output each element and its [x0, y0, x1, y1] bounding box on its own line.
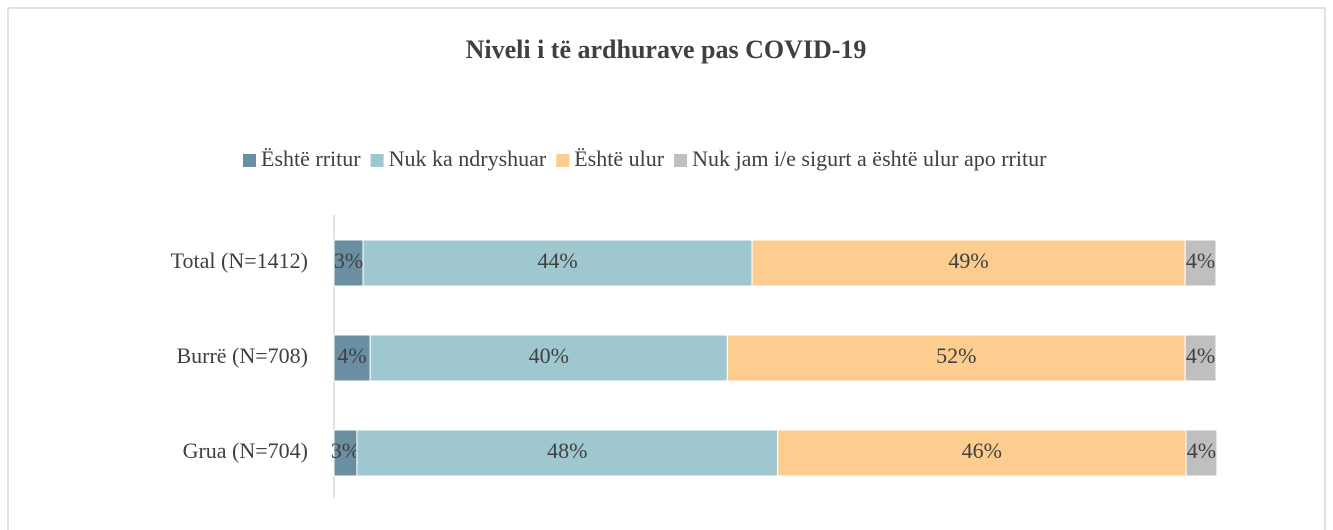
y-tick-label: Total (N=1412) [171, 248, 308, 273]
y-tick-label: Grua (N=704) [183, 438, 308, 463]
bar-segment [726, 334, 1186, 382]
legend-label: Nuk jam i/e sigurt a është ulur apo rrit… [692, 146, 1047, 171]
bar-segment [751, 239, 1186, 287]
legend-swatch [556, 154, 570, 167]
data-label: 3% [334, 248, 363, 273]
bar-segment [1184, 239, 1217, 287]
data-label: 52% [936, 343, 976, 368]
bar-segment [356, 429, 779, 477]
data-label: 46% [962, 438, 1002, 463]
legend-swatch [370, 154, 384, 167]
chart-title: Niveli i të ardhurave pas COVID-19 [466, 35, 867, 64]
data-label: 40% [529, 343, 569, 368]
bar-segment [1184, 334, 1217, 382]
legend-label: Nuk ka ndryshuar [389, 146, 547, 171]
bar-segment [333, 239, 364, 287]
data-label: 44% [537, 248, 577, 273]
data-label: 4% [1186, 343, 1215, 368]
legend-swatch [674, 154, 688, 167]
data-label: 4% [1186, 248, 1215, 273]
data-label: 4% [1187, 438, 1216, 463]
bar-segment [333, 334, 371, 382]
data-label: 4% [337, 343, 366, 368]
data-label: 48% [547, 438, 587, 463]
data-label: 3% [331, 438, 360, 463]
bar-segment [1185, 429, 1218, 477]
legend-label: Është rritur [261, 146, 361, 171]
bar-segment [362, 239, 753, 287]
legend-label: Është ulur [574, 146, 664, 171]
legend-swatch [243, 154, 256, 167]
y-tick-label: Burrë (N=708) [176, 343, 308, 368]
bar-segment [369, 334, 728, 382]
data-label: 49% [948, 248, 988, 273]
